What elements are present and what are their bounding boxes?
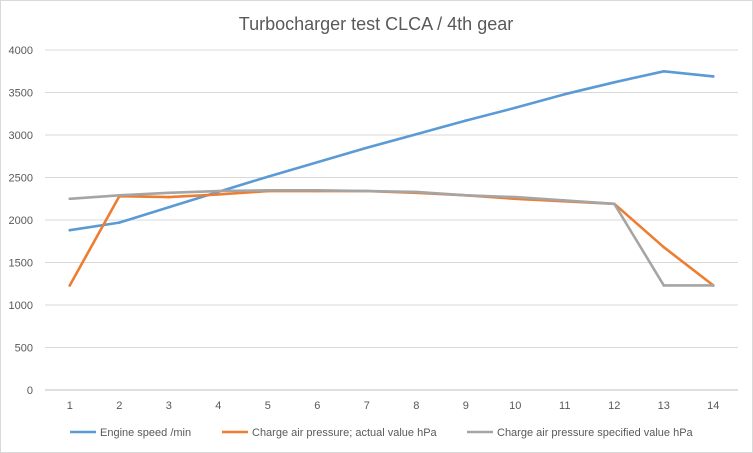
x-tick-label: 13 [658, 400, 670, 412]
x-tick-label: 5 [265, 400, 271, 412]
data-point [266, 175, 270, 178]
series-line-3 [68, 189, 715, 287]
x-tick-label: 8 [413, 400, 419, 412]
y-axis-ticks: 0 500 1000 1500 2000 2500 3000 3500 4000 [9, 45, 33, 397]
y-tick-label: 4000 [9, 45, 33, 57]
series-line-1 [68, 70, 715, 232]
data-point [464, 119, 468, 122]
x-tick-label: 1 [67, 400, 73, 412]
data-point [563, 199, 567, 202]
data-point [167, 191, 171, 195]
data-point [513, 195, 517, 199]
y-tick-label: 1000 [9, 300, 33, 312]
data-point [414, 190, 418, 194]
data-point [68, 197, 72, 201]
data-point [68, 228, 72, 232]
data-point [266, 188, 270, 192]
data-point [563, 92, 567, 96]
series-line-2 [68, 189, 715, 287]
data-point [662, 284, 666, 287]
x-tick-label: 14 [707, 400, 719, 412]
series-lines [68, 69, 715, 287]
data-point [68, 284, 72, 287]
x-tick-label: 11 [559, 400, 570, 412]
data-point [513, 106, 517, 110]
data-point [167, 195, 171, 199]
data-point [365, 189, 369, 193]
x-tick-label: 9 [463, 400, 469, 412]
data-point [711, 75, 715, 78]
y-tick-label: 1500 [9, 258, 33, 270]
data-point [414, 132, 418, 136]
data-point [711, 284, 715, 287]
x-tick-label: 6 [314, 400, 320, 412]
gridlines [45, 49, 738, 391]
y-tick-label: 2500 [9, 173, 33, 185]
x-tick-label: 12 [608, 400, 620, 412]
data-point [117, 194, 121, 197]
data-point [216, 193, 220, 196]
data-point [117, 221, 121, 224]
data-point [662, 69, 666, 73]
x-tick-label: 4 [215, 400, 221, 412]
y-tick-label: 3000 [9, 130, 33, 142]
data-point [216, 189, 220, 193]
x-tick-label: 7 [364, 400, 370, 412]
data-point [464, 194, 468, 197]
legend: Engine speed /min Charge air pressure; ac… [70, 427, 694, 439]
data-point [167, 205, 171, 209]
data-point [315, 188, 319, 192]
data-point [662, 245, 666, 249]
data-point [612, 202, 616, 206]
y-tick-label: 2000 [9, 215, 33, 227]
x-axis-ticks: 1 2 3 4 5 6 7 8 9 10 11 12 13 14 [67, 400, 720, 412]
data-point [315, 160, 319, 164]
x-tick-label: 10 [509, 400, 521, 412]
data-point [365, 146, 369, 150]
y-tick-label: 0 [27, 385, 33, 397]
x-tick-label: 2 [116, 400, 122, 412]
data-point [612, 81, 616, 84]
chart-title: Turbocharger test CLCA / 4th gear [239, 14, 513, 34]
y-tick-label: 3500 [9, 88, 33, 100]
legend-label: Charge air pressure; actual value hPa [252, 427, 438, 439]
legend-label: Charge air pressure specified value hPa [497, 427, 694, 439]
legend-label: Engine speed /min [100, 427, 191, 439]
y-tick-label: 500 [15, 343, 33, 355]
x-tick-label: 3 [166, 400, 172, 412]
